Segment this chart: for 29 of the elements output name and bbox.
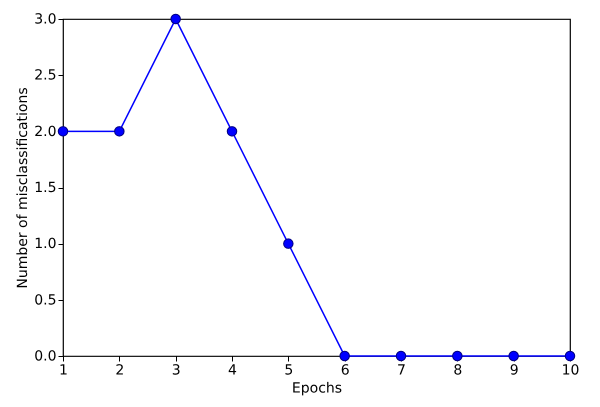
x-tick-label: 1: [59, 362, 68, 378]
y-tick-label: 2.5: [34, 68, 56, 84]
y-axis-title: Number of misclassifications: [15, 87, 32, 289]
point: [58, 126, 68, 137]
y-tick-label: 1.0: [34, 236, 56, 252]
x-tick-label: 3: [172, 362, 181, 378]
x-tick-label: 10: [562, 362, 580, 378]
x-tick-label: 4: [228, 362, 238, 378]
x-tick-label: 5: [284, 362, 294, 378]
point: [452, 350, 463, 362]
point: [283, 238, 294, 249]
point: [170, 14, 181, 24]
y-tick-label: 2.0: [34, 124, 56, 140]
y-tick-label: 3.0: [34, 12, 56, 28]
point: [564, 350, 576, 362]
y-tick-label: 1.5: [34, 180, 56, 196]
y-tick-label: 0.5: [34, 292, 56, 308]
point: [396, 350, 406, 362]
x-tick-label: 7: [397, 362, 406, 378]
point: [339, 350, 350, 362]
x-tick-label: 8: [453, 362, 462, 378]
x-tick-label: 9: [510, 362, 519, 378]
x-tick-label: 6: [340, 362, 350, 378]
y-tick-label: 0.0: [34, 348, 56, 364]
x-axis-title: Epochs: [292, 380, 342, 396]
x-tick-label: 2: [115, 362, 124, 378]
point: [226, 126, 238, 137]
point: [508, 350, 519, 362]
point: [114, 126, 125, 137]
